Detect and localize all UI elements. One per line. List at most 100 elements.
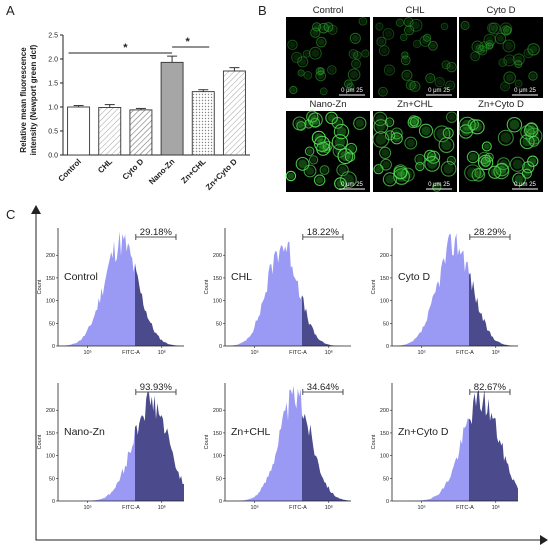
cell-body <box>350 50 357 57</box>
cell-body <box>525 50 532 57</box>
cell-body <box>402 57 409 64</box>
y-axis-label-line1: Relative mean fluorescence <box>19 47 28 153</box>
cell <box>313 174 326 186</box>
cell-body <box>401 35 407 40</box>
cell-body <box>376 121 386 132</box>
cell <box>379 146 392 159</box>
y-tick-label: 200 <box>380 408 389 414</box>
cell-body <box>380 47 388 55</box>
x-tick-label: 10⁶ <box>325 349 333 356</box>
cell <box>378 86 388 97</box>
cell-body <box>382 160 390 169</box>
cell-body <box>410 117 418 125</box>
cell <box>497 129 514 146</box>
y-tick-label: 200 <box>213 253 222 259</box>
cell <box>488 165 502 179</box>
cell-body <box>375 133 387 145</box>
cell <box>345 142 358 155</box>
cell-body <box>395 168 405 178</box>
cell <box>440 22 449 31</box>
cell <box>384 130 396 141</box>
cell-body <box>351 34 359 42</box>
cell <box>384 117 395 127</box>
y-axis-label: Count <box>37 434 43 449</box>
cell-body <box>505 56 514 65</box>
y-tick-label: 2.0 <box>48 57 58 64</box>
cell <box>423 33 432 42</box>
cell-body <box>436 128 448 140</box>
cell-body <box>395 166 406 177</box>
cell <box>440 160 457 177</box>
y-tick-label: 0 <box>386 499 389 505</box>
cell-body <box>385 66 393 74</box>
x-tick-label: 10⁵ <box>83 504 91 511</box>
micrograph-label: Cyto D <box>486 5 515 16</box>
cell <box>315 67 325 76</box>
category-label: Cyto D <box>121 157 146 182</box>
cell <box>358 16 368 26</box>
cell <box>326 65 337 75</box>
cell <box>395 18 405 27</box>
cell <box>319 87 328 96</box>
x-axis-label: FITC-A <box>456 505 474 511</box>
cell <box>500 81 510 92</box>
scale-bar-label: 0 μm 25 <box>341 88 363 94</box>
y-tick-label: 50 <box>383 321 389 327</box>
cell <box>509 156 526 172</box>
y-tick-label: 100 <box>46 454 55 460</box>
scale-bar-label: 0 μm 25 <box>341 182 363 188</box>
cell <box>337 148 354 165</box>
cell <box>428 40 438 51</box>
histogram-control: 0 50 100 150 200 Count 10⁵ 10⁶ FITC-A 29.18% Contr… <box>37 227 184 356</box>
y-tick-label: 150 <box>380 431 389 437</box>
cell <box>528 71 538 81</box>
cell <box>500 25 512 36</box>
cell-body <box>385 174 395 184</box>
y-tick-label: 100 <box>46 299 55 305</box>
cell-body <box>345 81 352 87</box>
y-tick-label: 0 <box>219 344 222 350</box>
cell-body <box>378 38 385 45</box>
sample-name: Control <box>64 271 98 283</box>
cell <box>485 39 495 49</box>
cell-body <box>405 18 412 26</box>
cell <box>291 51 303 63</box>
cell-body <box>311 49 320 58</box>
cell <box>470 51 481 62</box>
cell-body <box>411 21 421 30</box>
cell <box>409 80 421 92</box>
cell-body <box>529 157 537 165</box>
cell <box>403 17 414 28</box>
cell <box>347 68 361 82</box>
cell-body <box>299 58 307 66</box>
histogram-below-gate <box>392 418 469 501</box>
cell-body <box>362 51 368 56</box>
category-label: CHL <box>96 157 114 175</box>
sample-name: Zn+CHL <box>231 426 271 438</box>
cell <box>497 157 511 171</box>
cell-body <box>530 73 536 79</box>
cell <box>471 167 486 182</box>
y-tick-label: 0.0 <box>48 153 58 160</box>
cell-body <box>443 163 454 174</box>
x-tick-label: 10⁵ <box>417 504 425 511</box>
cell <box>287 39 298 51</box>
cell <box>400 55 411 66</box>
histogram-zn-chl: 0 50 100 150 200 Count 10⁵ 10⁶ FITC-A 34.64% Zn+CH… <box>204 382 351 511</box>
cell-body <box>448 63 455 71</box>
cell-body <box>505 73 514 82</box>
panel-letter-c: C <box>6 207 15 222</box>
cell <box>488 22 501 35</box>
cell <box>460 20 470 30</box>
cell <box>493 163 510 180</box>
cell <box>503 54 516 67</box>
cell <box>445 80 456 91</box>
cell <box>383 64 395 76</box>
y-tick-label: 50 <box>216 476 222 482</box>
cell <box>481 141 492 152</box>
cell <box>480 156 491 167</box>
cell <box>434 76 445 88</box>
histogram-below-gate <box>58 231 135 346</box>
cell <box>285 170 297 182</box>
cell-body <box>384 30 393 38</box>
